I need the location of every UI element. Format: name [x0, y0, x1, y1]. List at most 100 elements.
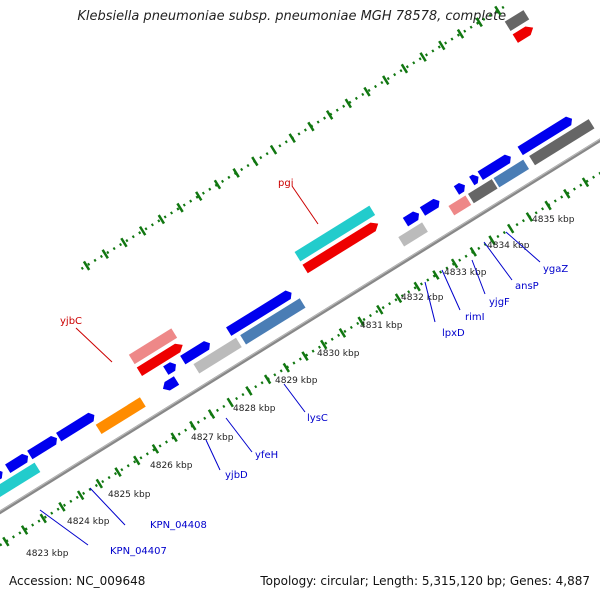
- major-tick: [320, 339, 328, 350]
- gene-forward[interactable]: [419, 197, 442, 216]
- leader-line: [205, 439, 221, 471]
- gene-label[interactable]: pgi: [278, 178, 293, 189]
- major-tick: [394, 293, 403, 304]
- gene-blocks: [0, 10, 595, 498]
- tick-label: 4833 kbp: [444, 268, 487, 278]
- tick-label: 4832 kbp: [401, 293, 444, 303]
- gene-forward[interactable]: [226, 288, 294, 336]
- major-tick: [288, 133, 296, 144]
- major-tick: [563, 188, 571, 199]
- major-tick: [263, 374, 272, 385]
- tick-label: 4829 kbp: [275, 376, 318, 386]
- major-tick: [525, 212, 534, 222]
- gene-label[interactable]: ygaZ: [543, 264, 568, 275]
- major-tick: [382, 75, 390, 86]
- gene-forward[interactable]: [27, 434, 59, 460]
- major-tick: [232, 168, 240, 178]
- major-tick: [213, 179, 222, 190]
- gene-forward[interactable]: [56, 411, 97, 442]
- leader-line: [483, 241, 513, 281]
- gene-label[interactable]: lpxD: [442, 328, 465, 339]
- leader-line: [291, 185, 319, 225]
- leader-line: [75, 327, 113, 363]
- leader-line: [471, 259, 486, 295]
- tick-label: 4830 kbp: [317, 349, 360, 359]
- gene-forward[interactable]: [180, 339, 212, 365]
- gene-reverse[interactable]: [160, 376, 180, 393]
- major-tick: [419, 52, 427, 62]
- outer-minor-ticks: [80, 4, 508, 270]
- gene-orange[interactable]: [95, 397, 146, 435]
- tick-label: 4823 kbp: [26, 549, 69, 559]
- gene-forward[interactable]: [402, 209, 422, 227]
- gene-gray[interactable]: [398, 222, 428, 247]
- major-tick: [176, 202, 184, 213]
- major-tick: [432, 270, 440, 280]
- gene-darkgray[interactable]: [529, 119, 595, 166]
- tick-label: 4831 kbp: [360, 321, 403, 331]
- major-tick: [307, 121, 315, 132]
- gene-red[interactable]: [512, 23, 536, 43]
- inner-major-ticks: [2, 177, 590, 547]
- gene-forward[interactable]: [5, 452, 31, 473]
- gene-steelblue[interactable]: [240, 298, 306, 345]
- tick-label: 4826 kbp: [150, 461, 193, 471]
- tick-label: 4828 kbp: [233, 404, 276, 414]
- gene-red[interactable]: [302, 219, 380, 274]
- gene-gray[interactable]: [193, 337, 242, 374]
- outer-major-ticks: [82, 5, 502, 271]
- gene-label[interactable]: lysC: [307, 413, 328, 424]
- leader-line: [505, 231, 541, 263]
- gene-cyan[interactable]: [294, 205, 376, 262]
- gene-forward[interactable]: [477, 152, 514, 180]
- major-tick: [151, 443, 160, 454]
- major-tick: [344, 98, 353, 109]
- leader-line: [225, 417, 253, 453]
- gene-label[interactable]: ansP: [515, 281, 539, 292]
- major-tick: [376, 304, 384, 315]
- gene-pink[interactable]: [448, 195, 472, 216]
- gene-label[interactable]: yjgF: [489, 297, 510, 308]
- gene-label[interactable]: yfeH: [255, 450, 278, 461]
- gene-label[interactable]: KPN_04407: [110, 546, 167, 557]
- major-tick: [494, 5, 502, 16]
- major-tick: [475, 17, 483, 28]
- gene-label[interactable]: KPN_04408: [150, 520, 207, 531]
- gene-label[interactable]: rimI: [465, 312, 485, 323]
- tick-label: 4827 kbp: [191, 433, 234, 443]
- major-tick: [469, 246, 477, 257]
- gene-steelblue[interactable]: [493, 159, 530, 188]
- gene-forward[interactable]: [163, 360, 178, 375]
- major-tick: [82, 260, 91, 271]
- major-tick: [114, 467, 122, 477]
- gene-label[interactable]: yjbD: [225, 470, 248, 481]
- major-tick: [207, 409, 216, 419]
- major-tick: [245, 385, 253, 396]
- major-tick: [58, 501, 66, 512]
- backbone-line: [0, 132, 600, 547]
- gene-pink[interactable]: [128, 328, 178, 365]
- major-tick: [251, 156, 259, 167]
- gene-forward[interactable]: [453, 181, 468, 195]
- track-group: [0, 4, 600, 571]
- major-tick: [506, 223, 515, 234]
- gene-forward[interactable]: [469, 173, 481, 186]
- major-tick: [301, 351, 309, 362]
- gene-forward[interactable]: [517, 115, 575, 156]
- major-tick: [269, 144, 278, 155]
- gene-darkgray[interactable]: [467, 179, 498, 204]
- gene-darkgray[interactable]: [504, 10, 530, 32]
- gene-red[interactable]: [136, 341, 186, 376]
- major-tick: [400, 63, 409, 74]
- major-tick: [363, 86, 371, 97]
- major-tick: [76, 490, 85, 501]
- gene-cyan[interactable]: [0, 462, 41, 498]
- leader-line: [441, 269, 461, 311]
- major-tick: [170, 432, 178, 443]
- major-tick: [450, 258, 459, 269]
- gene-label[interactable]: yjbC: [60, 316, 82, 327]
- leader-line: [89, 487, 126, 526]
- major-tick: [438, 40, 446, 51]
